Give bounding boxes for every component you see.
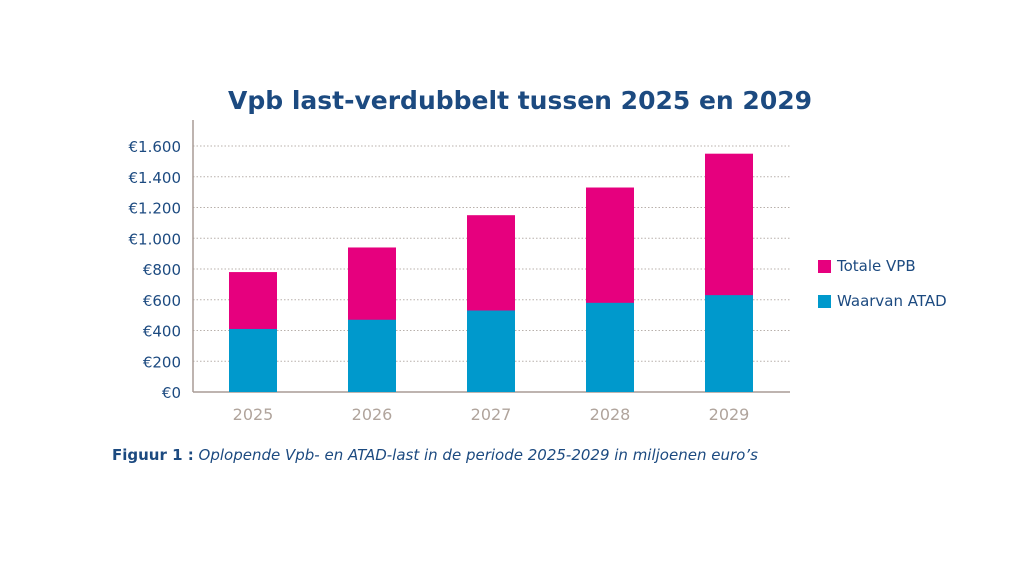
legend-item-totale-vpb: Totale VPB [818,257,916,275]
x-tick-label: 2029 [709,405,750,424]
y-tick-label: €600 [143,292,181,310]
y-tick-label: €1.200 [129,200,182,218]
legend-item-waarvan-atad: Waarvan ATAD [818,292,947,310]
y-tick-label: €1.600 [129,138,182,156]
bar-waarvan-atad [229,328,277,392]
x-tick-label: 2027 [471,405,512,424]
legend-swatch [818,259,831,273]
bar-waarvan-atad [586,302,634,392]
x-tick-label: 2026 [352,405,393,424]
bar-waarvan-atad [348,319,396,392]
legend-swatch [818,294,831,308]
caption-label: Figuur 1 : [112,446,194,464]
legend-label: Totale VPB [837,257,916,275]
y-tick-label: €0 [162,384,181,402]
y-tick-label: €1.400 [129,169,182,187]
y-tick-label: €400 [143,323,181,341]
figure-caption: Figuur 1 : Oplopende Vpb- en ATAD-last i… [112,446,758,464]
caption-text: Oplopende Vpb- en ATAD-last in de period… [198,446,758,464]
x-tick-label: 2028 [590,405,631,424]
x-tick-label: 2025 [233,405,274,424]
y-tick-label: €200 [143,353,181,371]
y-tick-label: €1.000 [129,230,182,248]
bar-waarvan-atad [467,310,515,392]
bar-waarvan-atad [705,295,753,392]
y-tick-label: €800 [143,261,181,279]
legend-label: Waarvan ATAD [837,292,947,310]
chart-title: Vpb last-verdubbelt tussen 2025 en 2029 [227,86,813,115]
